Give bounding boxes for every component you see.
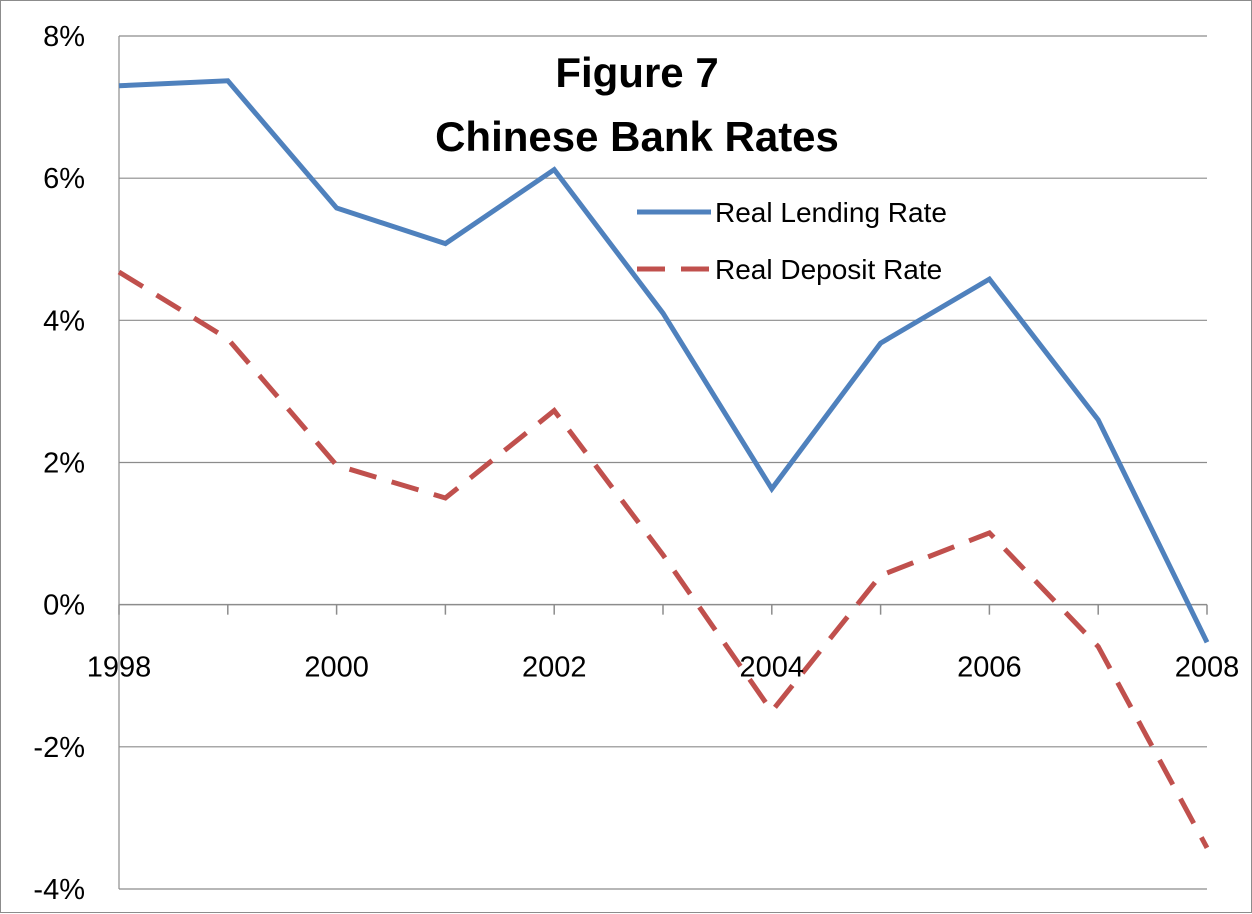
- x-tick-label: 1998: [87, 652, 152, 684]
- series-line-real-deposit-rate: [117, 269, 1210, 849]
- x-tick-label: 2000: [304, 652, 369, 684]
- legend-label: Real Deposit Rate: [715, 254, 942, 285]
- gridlines: [119, 35, 1207, 890]
- y-axis-labels: -4% -2% 0% 2% 4% 6% 8%: [33, 21, 85, 906]
- chart-title-group: Figure 7 Chinese Bank Rates: [435, 49, 839, 160]
- x-tick-label: 2006: [957, 652, 1022, 684]
- legend-label: Real Lending Rate: [715, 197, 947, 228]
- y-tick-label: 6%: [43, 163, 85, 195]
- y-tick-label: -4%: [33, 874, 85, 906]
- x-tick-label: 2004: [740, 652, 805, 684]
- x-tick-label: 2002: [522, 652, 587, 684]
- x-axis: [118, 36, 1208, 889]
- chart-subtitle: Chinese Bank Rates: [435, 113, 839, 160]
- y-tick-label: 0%: [43, 590, 85, 622]
- chart-title: Figure 7: [555, 49, 718, 96]
- y-tick-label: 4%: [43, 305, 85, 337]
- x-axis-labels: 1998 2000 2002 2004 2006 2008: [87, 652, 1240, 684]
- series-lines: [117, 78, 1210, 849]
- x-tick-label: 2008: [1175, 652, 1240, 684]
- y-tick-label: 8%: [43, 21, 85, 53]
- legend: Real Lending Rate Real Deposit Rate: [637, 197, 947, 285]
- y-tick-label: -2%: [33, 732, 85, 764]
- series-line-real-lending-rate: [118, 78, 1210, 644]
- y-tick-label: 2%: [43, 448, 85, 480]
